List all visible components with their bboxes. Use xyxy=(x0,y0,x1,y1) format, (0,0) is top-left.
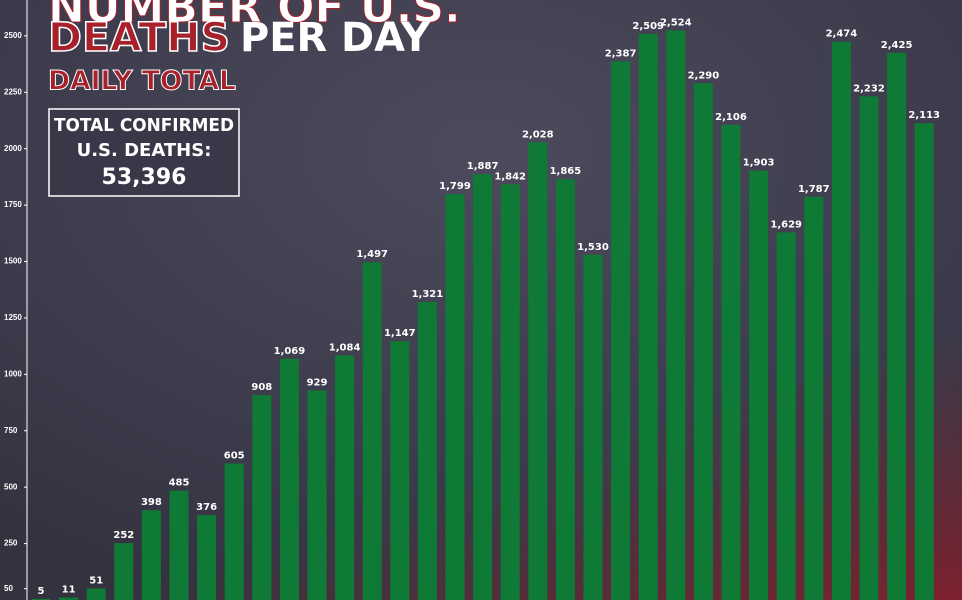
value-label: 1,497 xyxy=(356,249,388,260)
y-tick-label: 1250 xyxy=(4,313,22,322)
y-tick-label: 2000 xyxy=(4,144,22,153)
bar xyxy=(31,598,51,600)
y-tick-label: 1750 xyxy=(4,200,22,209)
bar xyxy=(141,510,161,600)
bar xyxy=(473,174,493,600)
plot: 50 250 500 750 1000 1250 1500 1750 2000 2250 2500 5… xyxy=(4,17,940,600)
y-tick-label: 2250 xyxy=(4,87,22,96)
bar xyxy=(528,142,548,600)
bar xyxy=(59,597,79,600)
title-top: NUMBER OF U.S. xyxy=(48,0,461,33)
total-value: 53,396 xyxy=(102,165,187,190)
value-label: 2,232 xyxy=(853,83,885,94)
y-tick-label: 500 xyxy=(4,482,18,491)
subtitle: DAILY TOTAL xyxy=(48,66,236,97)
bar xyxy=(887,52,907,600)
value-label: 1,069 xyxy=(274,346,306,357)
value-label: 398 xyxy=(141,497,162,508)
bar xyxy=(914,123,934,600)
total-line2: U.S. DEATHS: xyxy=(77,140,212,161)
bar xyxy=(666,30,686,600)
bar xyxy=(445,194,465,600)
value-label: 2,509 xyxy=(632,21,664,32)
bar xyxy=(390,341,410,600)
value-label: 1,530 xyxy=(577,242,609,253)
y-tick-label: 750 xyxy=(4,426,18,435)
bar xyxy=(555,179,575,600)
value-label: 2,290 xyxy=(688,70,720,81)
total-box xyxy=(48,108,240,197)
value-label: 1,321 xyxy=(412,289,444,300)
value-label: 2,425 xyxy=(881,40,913,51)
value-label: 605 xyxy=(224,450,245,461)
bar xyxy=(335,355,355,600)
bar xyxy=(859,96,879,600)
value-label: 485 xyxy=(169,478,190,489)
value-label: 1,787 xyxy=(798,184,830,195)
value-label: 11 xyxy=(62,585,76,596)
bar xyxy=(279,358,299,600)
value-label: 2,387 xyxy=(605,48,637,59)
value-label: 929 xyxy=(307,377,328,388)
y-tick-label: 250 xyxy=(4,539,18,548)
bar xyxy=(417,301,437,600)
bar xyxy=(114,543,134,600)
bar xyxy=(86,588,106,600)
y-tick-label: 1500 xyxy=(4,257,22,266)
bar xyxy=(693,83,713,600)
value-label: 1,799 xyxy=(439,181,471,192)
bar xyxy=(611,61,631,600)
bar xyxy=(831,41,851,600)
value-label: 1,084 xyxy=(329,342,361,353)
title-rest: PER DAY xyxy=(240,15,431,61)
value-label: 2,474 xyxy=(826,29,858,40)
value-label: 1,865 xyxy=(550,166,582,177)
value-label: 908 xyxy=(251,382,272,393)
bar xyxy=(721,124,741,600)
bar xyxy=(804,196,824,600)
value-label: 376 xyxy=(196,502,217,513)
title-block: NUMBER OF U.S. DEATHS PER DAY DAILY TOTA… xyxy=(47,0,461,197)
y-tick-label: 2500 xyxy=(4,31,22,40)
bar xyxy=(638,33,658,600)
value-label: 2,106 xyxy=(715,112,747,123)
bar xyxy=(500,184,520,600)
bar xyxy=(776,232,796,600)
bar xyxy=(197,515,217,600)
y-tick-label: 50 xyxy=(4,584,13,593)
value-label: 1,887 xyxy=(467,161,499,172)
title-highlight: DEATHS xyxy=(48,15,230,61)
bar xyxy=(749,170,769,600)
value-label: 51 xyxy=(89,575,103,586)
bar xyxy=(362,262,382,600)
bar xyxy=(169,490,189,600)
value-label: 1,147 xyxy=(384,328,416,339)
value-label: 2,113 xyxy=(908,110,940,121)
value-label: 5 xyxy=(38,586,45,597)
total-line1: TOTAL CONFIRMED xyxy=(54,115,234,136)
value-label: 252 xyxy=(113,530,134,541)
value-label: 2,028 xyxy=(522,129,554,140)
value-label: 1,629 xyxy=(770,219,802,230)
bar xyxy=(252,395,272,600)
value-label: 2,524 xyxy=(660,17,692,28)
bar xyxy=(224,463,244,600)
bar xyxy=(583,254,603,600)
value-label: 1,842 xyxy=(494,171,526,182)
bar xyxy=(307,390,327,600)
y-tick-label: 1000 xyxy=(4,369,22,378)
value-label: 1,903 xyxy=(743,158,775,169)
